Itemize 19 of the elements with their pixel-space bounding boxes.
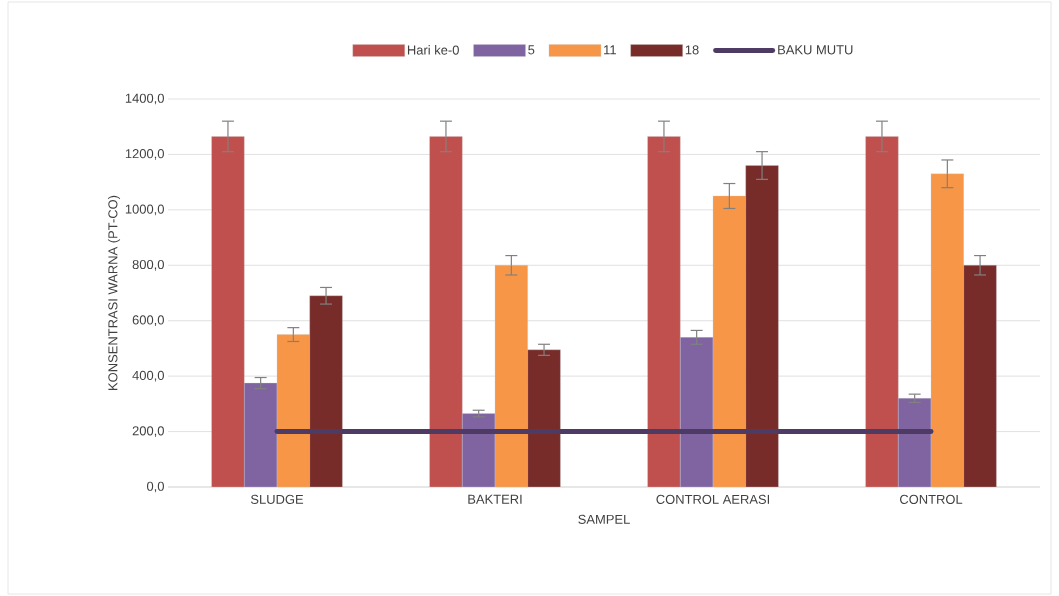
legend-label: Hari ke-0 <box>407 45 459 55</box>
y-axis-title: KONSENTRASI WARNA (PT-CO) <box>107 195 121 390</box>
x-axis-title: SAMPEL <box>578 514 630 524</box>
legend-label: 18 <box>685 45 699 55</box>
legend-label: 5 <box>528 45 535 55</box>
y-tick-label: 1400,0 <box>125 93 164 105</box>
x-tick-label: CONTROL AERASI <box>656 494 770 504</box>
y-tick-label: 1000,0 <box>125 204 164 216</box>
y-tick-label: 200,0 <box>132 426 164 437</box>
y-tick-label: 0,0 <box>146 481 164 493</box>
x-tick-label: CONTROL <box>900 494 963 504</box>
y-tick-label: 400,0 <box>132 370 164 382</box>
legend-label: 11 <box>604 45 616 55</box>
y-tick-label: 600,0 <box>132 315 164 327</box>
x-tick-label: BAKTERI <box>468 494 522 504</box>
y-tick-label: 1200,0 <box>125 149 164 160</box>
y-tick-label: 800,0 <box>132 259 164 271</box>
legend-label: BAKU MUTU <box>778 45 853 55</box>
x-tick-label: SLUDGE <box>250 494 304 504</box>
